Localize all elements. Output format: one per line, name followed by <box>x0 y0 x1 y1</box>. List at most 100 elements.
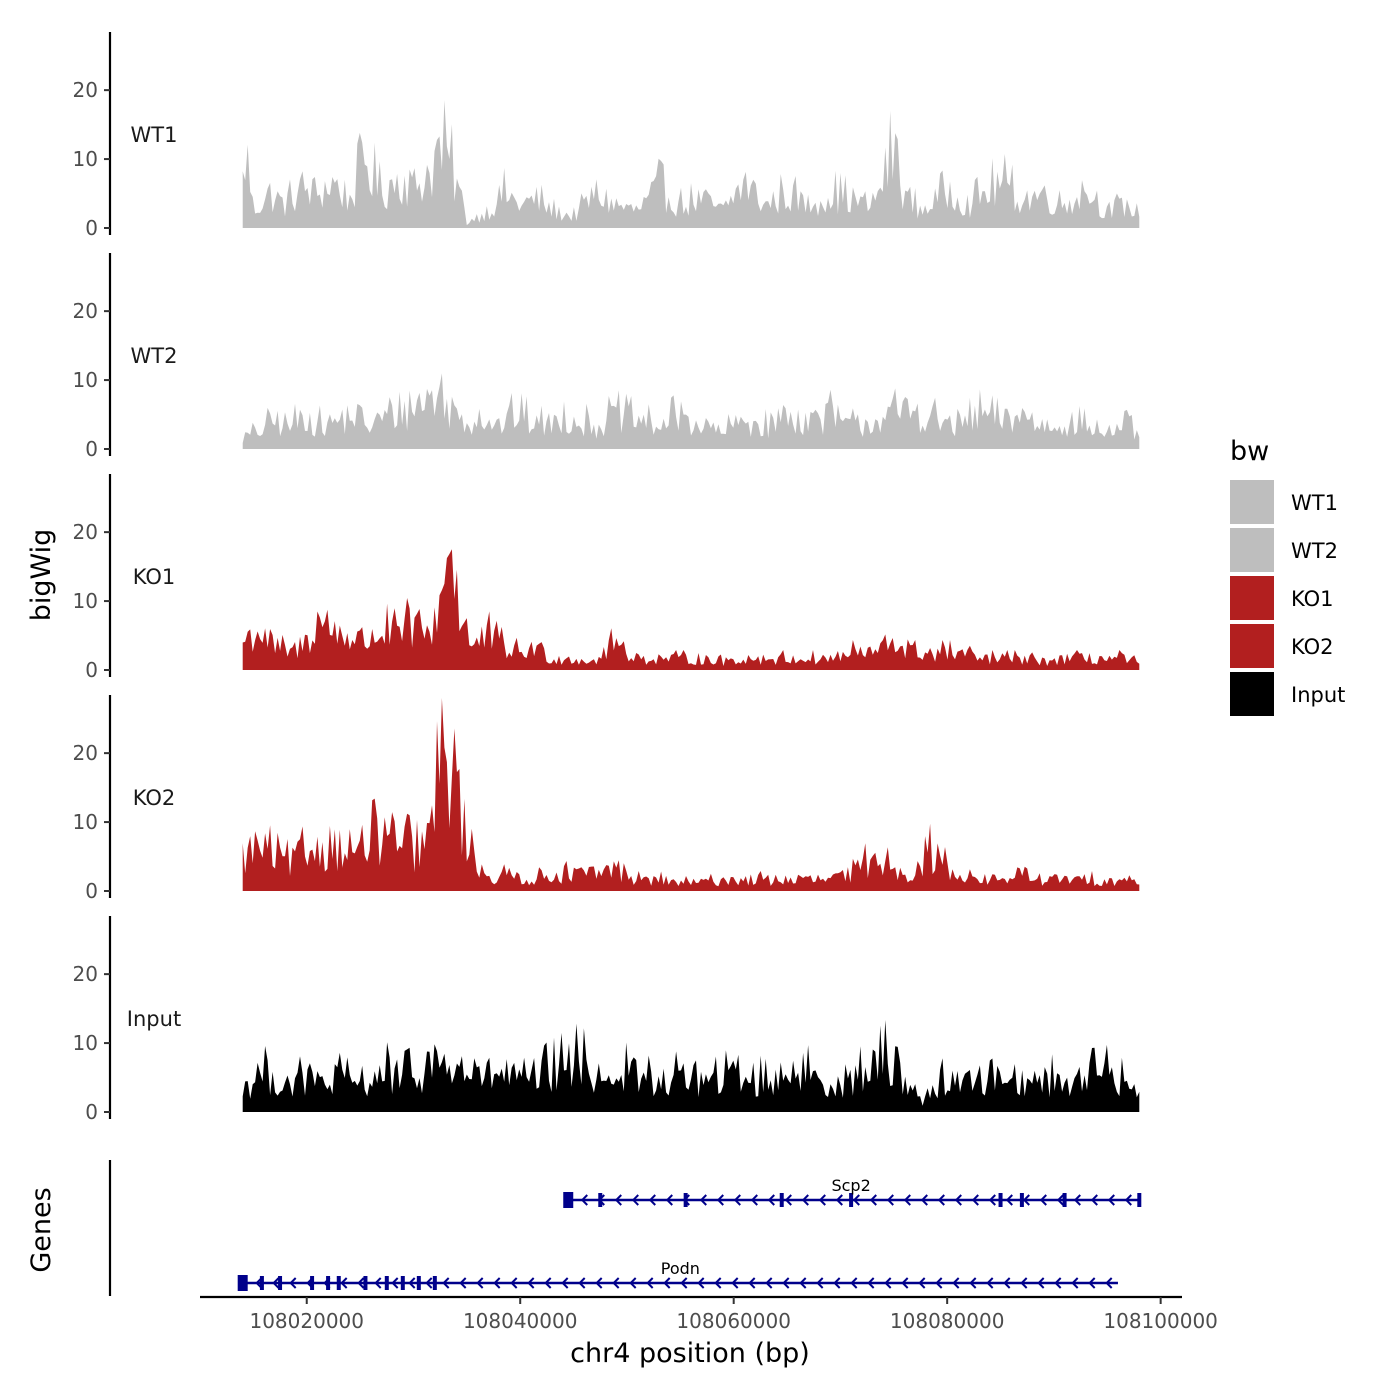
strand-arrow <box>1003 1277 1011 1289</box>
legend-label-ko2: KO2 <box>1291 635 1334 659</box>
y-tick-label: 0 <box>85 879 98 903</box>
strand-arrow <box>1088 1277 1096 1289</box>
strand-arrow <box>527 1277 535 1289</box>
y-tick-label: 20 <box>73 741 98 765</box>
exon <box>336 1276 341 1290</box>
gene-label-scp2: Scp2 <box>831 1176 870 1195</box>
strand-arrow <box>665 1194 673 1206</box>
strand-arrow <box>1107 1194 1115 1206</box>
strand-arrow <box>714 1277 722 1289</box>
gene-scp2: Scp2 <box>563 1176 1142 1208</box>
strand-arrow <box>680 1277 688 1289</box>
strand-arrow <box>850 1277 858 1289</box>
exon <box>683 1193 688 1207</box>
exon <box>363 1276 368 1290</box>
strand-arrow <box>782 1277 790 1289</box>
exon <box>326 1276 331 1290</box>
strand-arrow <box>835 1194 843 1206</box>
strand-arrow <box>952 1277 960 1289</box>
legend-label-wt1: WT1 <box>1291 491 1338 515</box>
exon <box>310 1276 315 1290</box>
exon <box>400 1276 405 1290</box>
strand-arrow <box>852 1194 860 1206</box>
strand-arrow <box>731 1277 739 1289</box>
exon <box>416 1276 421 1290</box>
strand-arrow <box>733 1194 741 1206</box>
strand-arrow <box>580 1194 588 1206</box>
track-label-input: Input <box>127 1007 181 1031</box>
strand-arrow <box>1090 1194 1098 1206</box>
strand-arrow <box>903 1194 911 1206</box>
strand-arrow <box>391 1277 399 1289</box>
strand-arrow <box>799 1277 807 1289</box>
legend-title: bw <box>1230 436 1269 467</box>
track-ko1: 0 10 20 KO1 <box>73 474 1140 682</box>
signal-area-wt1 <box>242 100 1140 228</box>
exon <box>1019 1193 1024 1207</box>
strand-arrow <box>357 1277 365 1289</box>
strand-arrow <box>646 1277 654 1289</box>
track-wt1: 0 10 20 WT1 <box>73 32 1140 240</box>
y-tick-label: 0 <box>85 437 98 461</box>
x-tick-label: 108080000 <box>890 1309 1005 1333</box>
y-tick-label: 0 <box>85 216 98 240</box>
track-ko2: 0 10 20 KO2 <box>73 695 1140 903</box>
strand-arrow <box>595 1277 603 1289</box>
exon <box>1137 1193 1142 1207</box>
legend-key-wt2 <box>1230 528 1274 572</box>
x-axis-title: chr4 position (bp) <box>570 1338 810 1369</box>
strand-arrow <box>869 1194 877 1206</box>
track-label-wt2: WT2 <box>131 344 178 368</box>
y-tick-label: 10 <box>73 589 98 613</box>
exon <box>998 1193 1003 1207</box>
exon <box>1062 1193 1067 1207</box>
exon <box>598 1193 603 1207</box>
exon <box>779 1193 784 1207</box>
gene-label-podn: Podn <box>661 1259 700 1278</box>
strand-arrow <box>1124 1194 1132 1206</box>
exon <box>432 1276 437 1290</box>
y-tick-label: 20 <box>73 78 98 102</box>
y-tick-label: 20 <box>73 962 98 986</box>
strand-arrow <box>1054 1277 1062 1289</box>
strand-arrow <box>986 1277 994 1289</box>
y-tick-label: 10 <box>73 147 98 171</box>
strand-arrow <box>801 1194 809 1206</box>
strand-arrow <box>561 1277 569 1289</box>
x-tick-label: 108060000 <box>676 1309 791 1333</box>
signal-area-wt2 <box>242 373 1140 449</box>
legend-key-ko1 <box>1230 576 1274 620</box>
strand-arrow <box>748 1277 756 1289</box>
strand-arrow <box>408 1277 416 1289</box>
strand-arrow <box>971 1194 979 1206</box>
y-tick-label: 0 <box>85 658 98 682</box>
strand-arrow <box>272 1277 280 1289</box>
strand-arrow <box>614 1194 622 1206</box>
y-tick-label: 10 <box>73 810 98 834</box>
track-label-ko1: KO1 <box>133 565 176 589</box>
strand-arrow <box>1071 1277 1079 1289</box>
strand-arrow <box>425 1277 433 1289</box>
legend-key-ko2 <box>1230 624 1274 668</box>
exon <box>563 1192 574 1208</box>
strand-arrow <box>765 1277 773 1289</box>
legend-label-wt2: WT2 <box>1291 539 1338 563</box>
strand-arrow <box>340 1277 348 1289</box>
strand-arrow <box>833 1277 841 1289</box>
strand-arrow <box>918 1277 926 1289</box>
strand-arrow <box>954 1194 962 1206</box>
y-tick-label: 10 <box>73 1031 98 1055</box>
genes-panel: Scp2 Podn <box>108 1160 1142 1296</box>
legend-key-wt1 <box>1230 480 1274 524</box>
genes-axis-title: Genes <box>26 1187 57 1272</box>
strand-arrow <box>1056 1194 1064 1206</box>
strand-arrow <box>935 1277 943 1289</box>
exon <box>384 1276 389 1290</box>
strand-arrow <box>697 1277 705 1289</box>
track-wt2: 0 10 20 WT2 <box>73 253 1140 461</box>
strand-arrow <box>699 1194 707 1206</box>
exon <box>237 1275 248 1291</box>
strand-arrow <box>920 1194 928 1206</box>
